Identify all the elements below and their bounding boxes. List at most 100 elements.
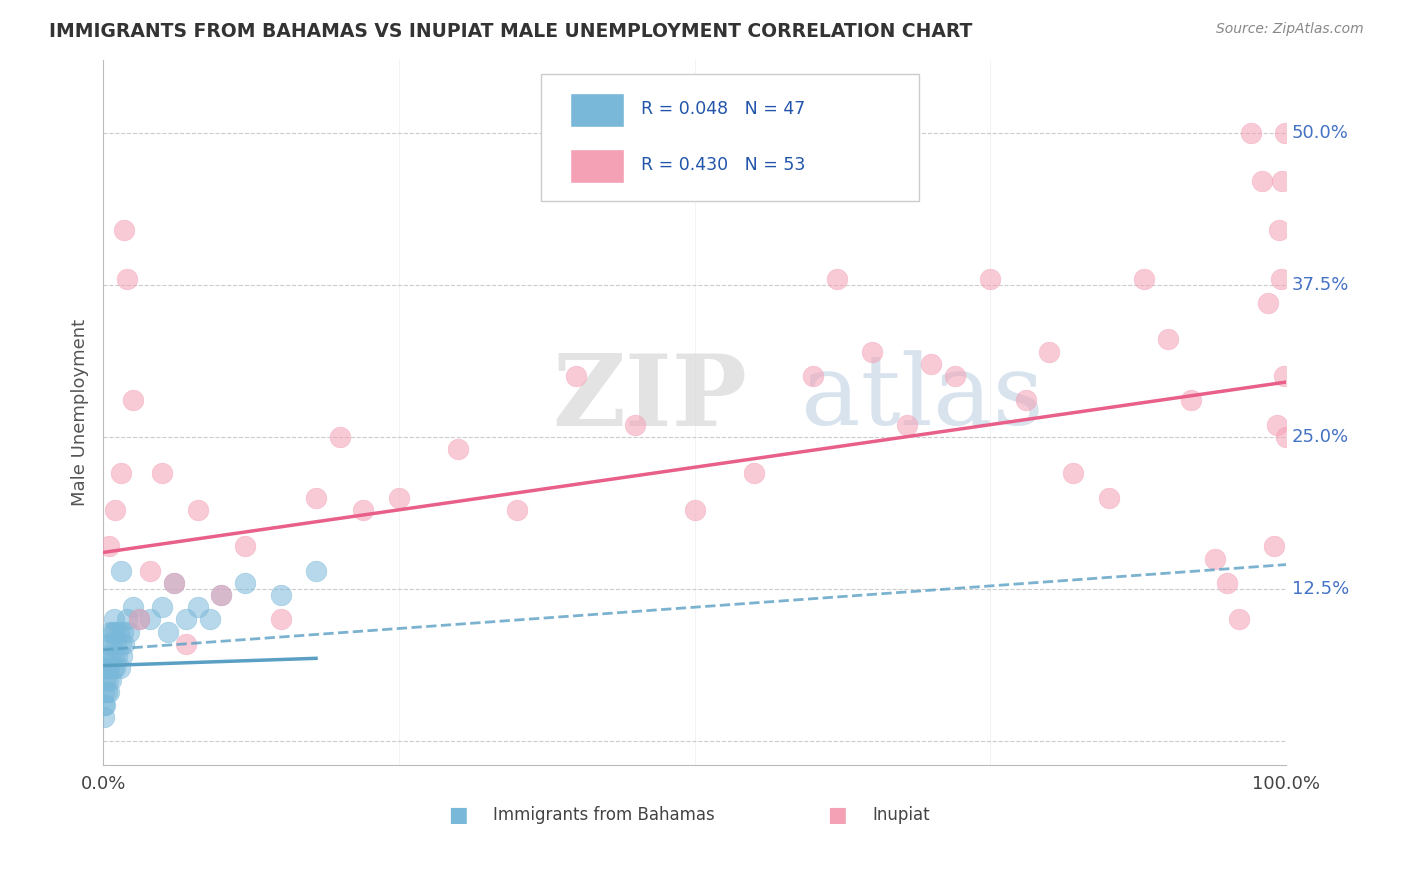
FancyBboxPatch shape (571, 149, 624, 183)
Point (209, 588, 232, 602)
Point (447, 442, 470, 456)
Point (112, 637, 135, 651)
Point (329, 430, 352, 444)
Point (1265, 417, 1288, 432)
Point (1038, 344, 1060, 359)
Point (105, 637, 128, 651)
FancyBboxPatch shape (541, 74, 920, 201)
Text: atlas: atlas (801, 351, 1043, 446)
Point (121, 600, 143, 615)
Point (128, 612, 150, 626)
Point (1239, 126, 1261, 140)
Point (93, 710, 115, 724)
Point (104, 661, 127, 675)
Point (388, 491, 411, 505)
Point (94, 698, 117, 712)
FancyBboxPatch shape (571, 93, 624, 127)
Point (801, 369, 824, 384)
Point (111, 648, 134, 663)
Point (1062, 467, 1084, 481)
Point (565, 369, 588, 384)
Point (115, 612, 138, 626)
Point (198, 612, 221, 626)
Point (97, 637, 120, 651)
Point (683, 503, 706, 517)
Text: 37.5%: 37.5% (1292, 276, 1350, 293)
Point (108, 661, 131, 675)
Point (101, 661, 124, 675)
Text: 12.5%: 12.5% (1292, 580, 1350, 598)
Point (105, 648, 128, 663)
Point (187, 600, 209, 615)
Point (163, 575, 186, 590)
Point (107, 624, 129, 639)
Point (150, 467, 173, 481)
Text: R = 0.430   N = 53: R = 0.430 N = 53 (641, 156, 806, 175)
Point (98, 685, 121, 699)
Point (157, 624, 180, 639)
Point (825, 271, 848, 285)
Text: IMMIGRANTS FROM BAHAMAS VS INUPIAT MALE UNEMPLOYMENT CORRELATION CHART: IMMIGRANTS FROM BAHAMAS VS INUPIAT MALE … (49, 22, 973, 41)
Point (94, 661, 117, 675)
Text: R = 0.048   N = 47: R = 0.048 N = 47 (641, 100, 806, 118)
Point (100, 673, 122, 688)
Point (624, 417, 647, 432)
Point (139, 564, 162, 578)
Point (115, 271, 138, 285)
Point (110, 467, 132, 481)
Point (163, 575, 186, 590)
Point (93, 685, 115, 699)
Point (270, 612, 292, 626)
Point (112, 223, 135, 237)
Point (860, 344, 883, 359)
Point (103, 612, 125, 626)
Text: Inupiat: Inupiat (872, 805, 929, 824)
Point (1257, 296, 1279, 310)
Point (1227, 612, 1250, 626)
Point (920, 357, 942, 371)
Point (1133, 271, 1156, 285)
Point (209, 588, 232, 602)
Point (233, 540, 256, 554)
Point (100, 637, 122, 651)
Point (150, 600, 173, 615)
Point (1270, 271, 1292, 285)
Point (1204, 551, 1226, 566)
Point (97, 673, 120, 688)
Point (1180, 393, 1202, 408)
Text: ■: ■ (827, 805, 846, 825)
Point (1157, 333, 1180, 347)
Text: Immigrants from Bahamas: Immigrants from Bahamas (494, 805, 716, 824)
Text: 50.0%: 50.0% (1292, 124, 1348, 142)
Point (742, 467, 765, 481)
Point (94, 673, 117, 688)
Point (1015, 393, 1038, 408)
Point (1275, 430, 1298, 444)
Point (896, 417, 918, 432)
Point (103, 648, 125, 663)
Point (139, 612, 162, 626)
Point (1097, 491, 1119, 505)
Point (118, 624, 141, 639)
Y-axis label: Male Unemployment: Male Unemployment (72, 319, 89, 506)
Point (506, 503, 529, 517)
Point (352, 503, 374, 517)
Point (174, 637, 197, 651)
Text: ZIP: ZIP (553, 350, 748, 447)
Point (233, 575, 256, 590)
Point (1274, 126, 1296, 140)
Point (187, 503, 209, 517)
Point (98, 540, 121, 554)
Point (96, 648, 118, 663)
Text: Source: ZipAtlas.com: Source: ZipAtlas.com (1216, 22, 1364, 37)
Point (1268, 223, 1291, 237)
Point (979, 271, 1001, 285)
Point (98, 648, 121, 663)
Point (305, 564, 328, 578)
Point (98, 661, 121, 675)
Point (110, 637, 132, 651)
Point (305, 491, 328, 505)
Text: ■: ■ (449, 805, 468, 825)
Text: 25.0%: 25.0% (1292, 428, 1348, 446)
Point (101, 624, 124, 639)
